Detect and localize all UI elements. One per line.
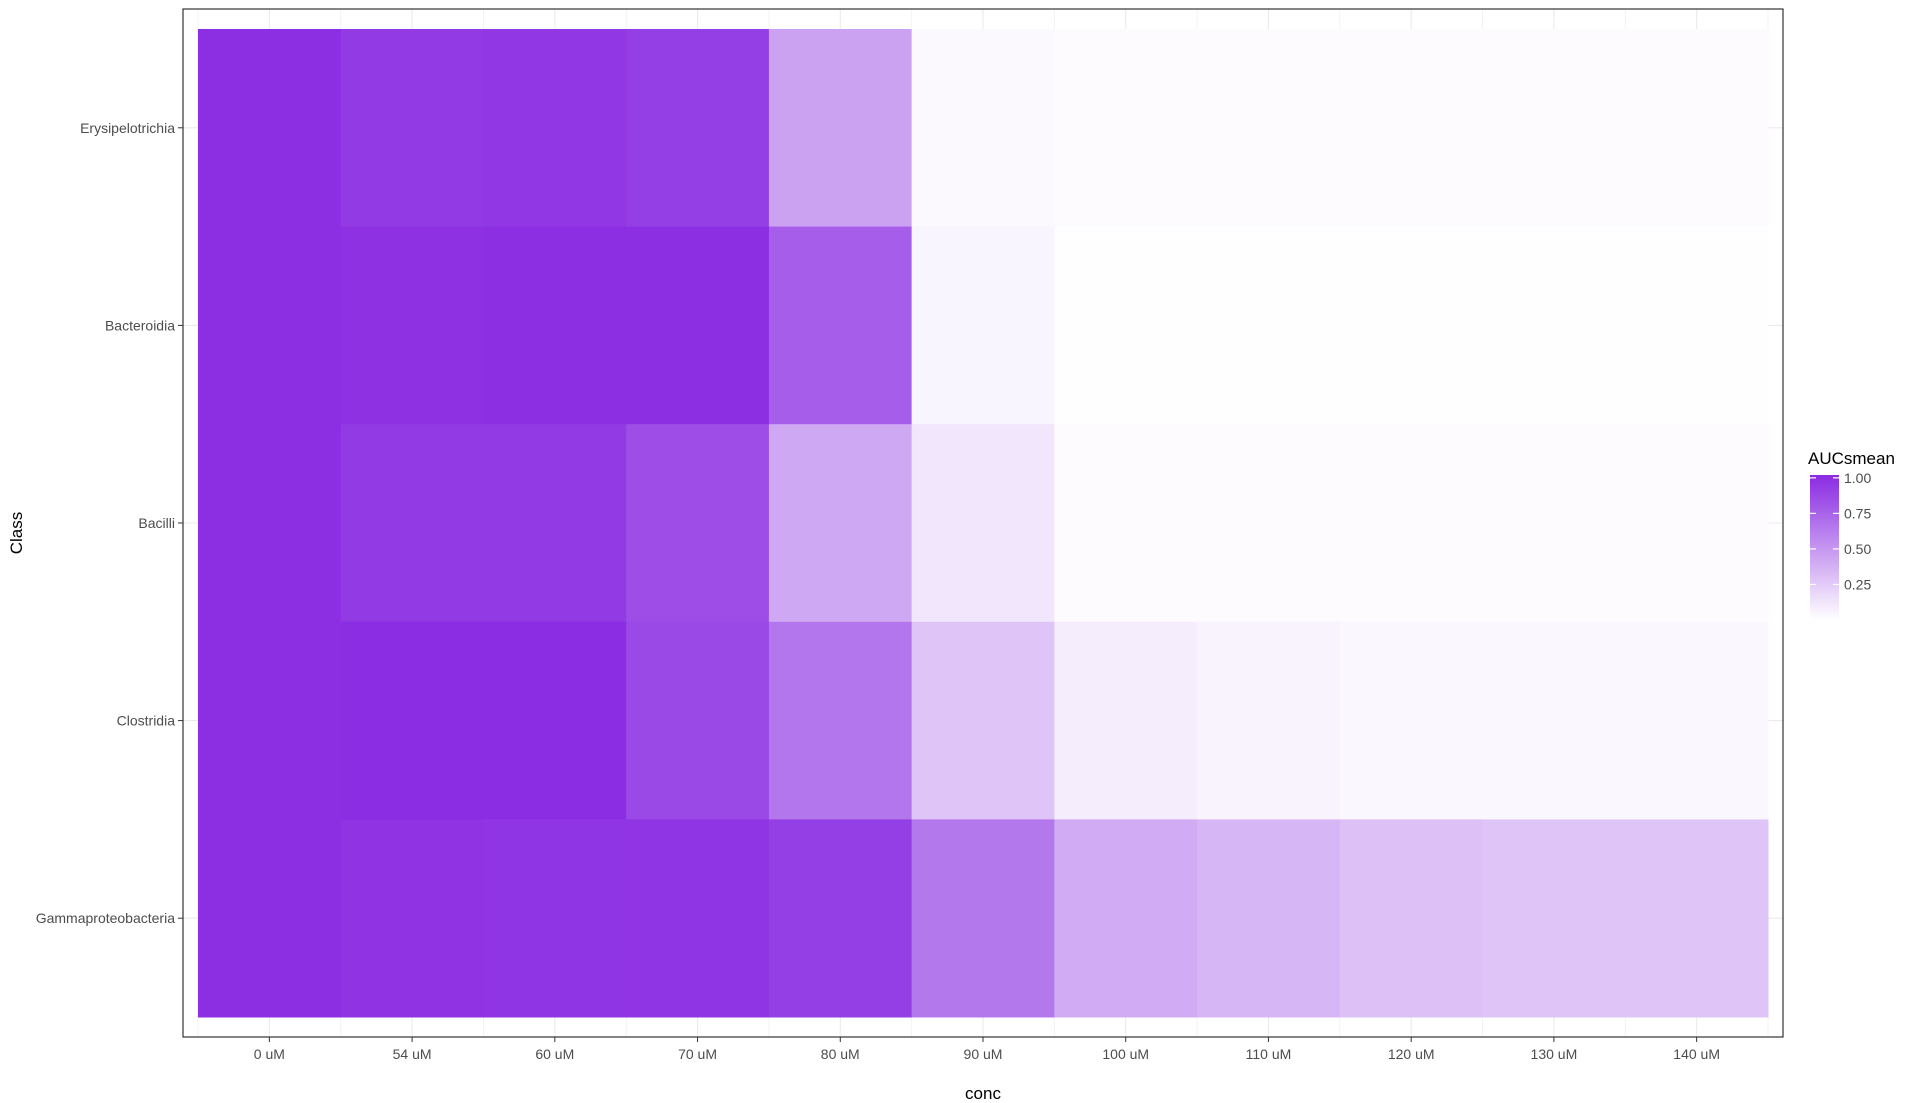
heatmap-cell (1197, 819, 1341, 1018)
heatmap-cell (340, 621, 484, 820)
heatmap-cell (1339, 621, 1484, 820)
x-tick-label: 140 uM (1673, 1046, 1720, 1062)
x-axis-title: conc (965, 1084, 1001, 1103)
heatmap-cell (768, 819, 913, 1018)
legend-tick-label: 0.75 (1844, 505, 1871, 521)
x-tick-label: 110 uM (1246, 1046, 1292, 1062)
legend-title: AUCsmean (1808, 449, 1895, 468)
heatmap-cell (1625, 29, 1769, 228)
heatmap-cell (1054, 226, 1198, 425)
x-tick-label: 0 uM (254, 1046, 285, 1062)
x-axis-ticks: 0 uM 54 uM 60 uM 70 uM 80 uM 90 uM 100 uM 110 u… (254, 1037, 1720, 1062)
y-tick-label: Bacilli (138, 515, 175, 531)
x-tick-label: 120 uM (1388, 1046, 1435, 1062)
y-tick-label: Gammaproteobacteria (36, 910, 176, 926)
heatmap-cell (340, 819, 484, 1018)
y-tick-label: Erysipelotrichia (80, 120, 175, 136)
heatmap-cell (1625, 424, 1769, 623)
heatmap-cell (911, 424, 1055, 623)
heatmap-cell (483, 621, 627, 820)
heatmap-cell (1197, 424, 1341, 623)
y-axis-ticks: Erysipelotrichia Bacteroidia Bacilli Clostr… (36, 120, 183, 926)
heatmap-cell (198, 819, 342, 1018)
heatmap-cell (1054, 621, 1198, 820)
heatmap-cell (911, 819, 1055, 1018)
heatmap-cell (483, 226, 627, 425)
heatmap-cell (340, 226, 484, 425)
heatmap-cell (768, 424, 913, 623)
heatmap-cell (1482, 621, 1626, 820)
x-tick-label: 130 uM (1531, 1046, 1578, 1062)
y-tick-label: Clostridia (117, 713, 176, 729)
legend-tick-label: 0.50 (1844, 541, 1871, 557)
heatmap-cell (1482, 29, 1626, 228)
heatmap-cell (626, 424, 770, 623)
heatmap-cell (626, 621, 770, 820)
heatmap-cell (1625, 621, 1769, 820)
heatmap-cell (626, 819, 770, 1018)
x-tick-label: 54 uM (393, 1046, 432, 1062)
heatmap-cell (1339, 29, 1484, 228)
heatmap-cell (1339, 819, 1484, 1018)
heatmap-cell (768, 29, 913, 228)
heatmap-cell (483, 424, 627, 623)
legend-colorbar (1810, 475, 1839, 620)
x-tick-label: 100 uM (1102, 1046, 1149, 1062)
heatmap-cell (1054, 424, 1198, 623)
heatmap-cell (1054, 819, 1198, 1018)
legend-tick-label: 0.25 (1844, 576, 1871, 592)
y-axis-title: Class (7, 512, 26, 555)
legend-tick-label: 1.00 (1844, 470, 1871, 486)
heatmap-cell (1482, 819, 1626, 1018)
heatmap-cell (768, 621, 913, 820)
heatmap-cell (1197, 29, 1341, 228)
y-tick-label: Bacteroidia (105, 317, 175, 333)
heatmap-cell (198, 29, 342, 228)
x-tick-label: 90 uM (964, 1046, 1003, 1062)
heatmap-cell (340, 424, 484, 623)
legend-ticks: 1.00 0.75 0.50 0.25 (1810, 470, 1871, 592)
x-tick-label: 80 uM (821, 1046, 860, 1062)
heatmap-cell (626, 226, 770, 425)
heatmap-cell (911, 621, 1055, 820)
heatmap-cell (483, 819, 627, 1018)
heatmap-cell (1339, 226, 1484, 425)
x-tick-label: 70 uM (678, 1046, 717, 1062)
heatmap-cell (1054, 29, 1198, 228)
heatmap-cell (626, 29, 770, 228)
heatmap-cell (198, 424, 342, 623)
heatmap-cell (1625, 226, 1769, 425)
heatmap-cell (340, 29, 484, 228)
heatmap-cell (198, 621, 342, 820)
heatmap-cell (1339, 424, 1484, 623)
heatmap-cell (483, 29, 627, 228)
heatmap-cell (1482, 424, 1626, 623)
heatmap-cell (1482, 226, 1626, 425)
heatmap-cell (911, 226, 1055, 425)
heatmap-cell (1197, 621, 1341, 820)
cells-layer (198, 29, 1769, 1018)
heatmap-cell (768, 226, 913, 425)
heatmap-cell (911, 29, 1055, 228)
legend: AUCsmean 1.00 0.75 0.50 0.25 (1808, 449, 1895, 620)
x-tick-label: 60 uM (535, 1046, 574, 1062)
heatmap-cell (1625, 819, 1769, 1018)
heatmap-cell (198, 226, 342, 425)
heatmap-cell (1197, 226, 1341, 425)
